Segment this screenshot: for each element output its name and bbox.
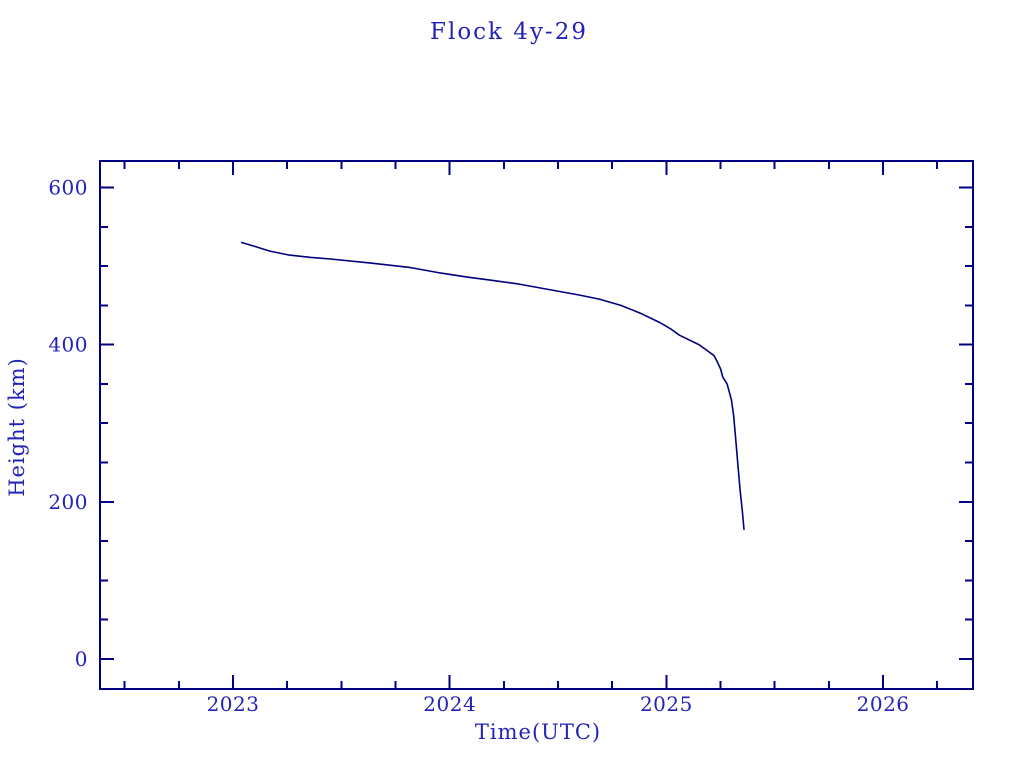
axis-ticks: [100, 161, 973, 689]
axes-box: [99, 160, 974, 690]
y-tick-label: 0: [75, 647, 88, 671]
y-axis-label: Height (km): [5, 357, 29, 497]
y-tick-label: 200: [48, 490, 88, 514]
chart-title: Flock 4y-29: [430, 19, 588, 45]
y-tick-label: 400: [48, 333, 88, 357]
x-tick-label: 2024: [423, 692, 476, 716]
x-axis-label: Time(UTC): [475, 720, 601, 744]
decay-curve: [240, 241, 745, 531]
axis-tick-labels: 2023 2024 2025 2026 0 200 400 600: [48, 175, 909, 716]
x-tick-label: 2025: [640, 692, 693, 716]
plot-frame: [99, 160, 974, 690]
curve-path: [240, 241, 745, 531]
x-tick-label: 2026: [857, 692, 910, 716]
y-tick-label: 600: [48, 175, 88, 199]
x-tick-label: 2023: [207, 692, 260, 716]
